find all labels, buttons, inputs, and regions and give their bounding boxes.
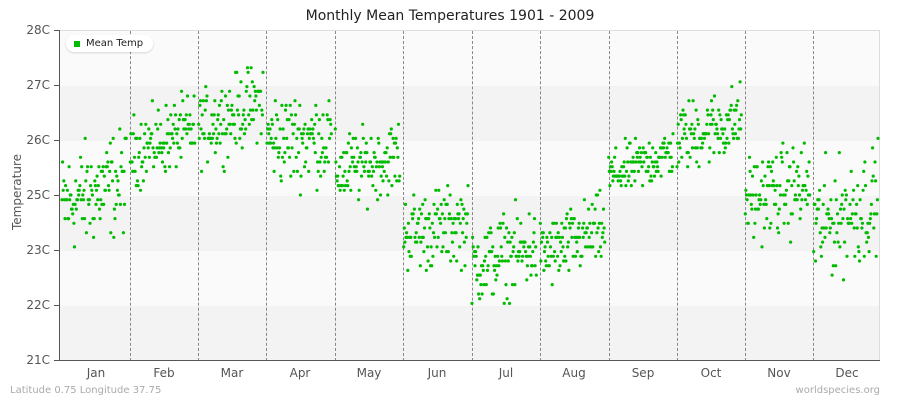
x-tick-label: Jul bbox=[498, 366, 514, 380]
month-divider bbox=[472, 31, 473, 361]
month-divider bbox=[677, 31, 678, 361]
month-divider bbox=[266, 31, 267, 361]
y-tick-label: 28C bbox=[26, 23, 50, 37]
x-tick-label: Mar bbox=[220, 366, 244, 380]
x-tick-label: Aug bbox=[562, 366, 586, 380]
month-divider bbox=[609, 31, 610, 361]
chart-title: Monthly Mean Temperatures 1901 - 2009 bbox=[305, 8, 595, 24]
y-tick-label: 22C bbox=[26, 298, 50, 312]
x-tick-label: Apr bbox=[289, 366, 311, 380]
y-tick bbox=[54, 195, 59, 196]
source-caption: worldspecies.org bbox=[795, 385, 880, 396]
y-tick bbox=[54, 140, 59, 141]
x-tick-label: Sep bbox=[631, 366, 655, 380]
x-tick-label: May bbox=[356, 366, 382, 380]
scatter-points bbox=[60, 66, 880, 305]
y-tick bbox=[54, 250, 59, 251]
grid-band bbox=[60, 306, 879, 361]
grid-band bbox=[60, 86, 879, 141]
x-tick-label: Oct bbox=[700, 366, 722, 380]
plot-area bbox=[60, 30, 880, 361]
month-divider bbox=[403, 31, 404, 361]
y-axis bbox=[59, 30, 60, 361]
y-tick-label: 25C bbox=[26, 188, 50, 202]
y-tick-label: 23C bbox=[26, 243, 50, 257]
month-divider bbox=[198, 31, 199, 361]
legend: Mean Temp bbox=[66, 35, 154, 52]
legend-swatch-icon bbox=[74, 40, 80, 47]
month-divider bbox=[540, 31, 541, 361]
month-divider bbox=[130, 31, 131, 361]
legend-label: Mean Temp bbox=[86, 38, 144, 49]
month-divider bbox=[335, 31, 336, 361]
y-tick bbox=[54, 360, 59, 361]
x-tick-label: Feb bbox=[153, 366, 175, 380]
x-tick-label: Dec bbox=[835, 366, 859, 380]
y-tick-label: 21C bbox=[26, 353, 50, 367]
y-tick bbox=[54, 30, 59, 31]
y-tick bbox=[54, 305, 59, 306]
y-tick-label: 26C bbox=[26, 133, 50, 147]
y-tick bbox=[54, 85, 59, 86]
location-caption: Latitude 0.75 Longitude 37.75 bbox=[10, 385, 162, 396]
month-divider bbox=[813, 31, 814, 361]
x-tick-label: Nov bbox=[767, 366, 791, 380]
y-tick-label: 27C bbox=[26, 78, 50, 92]
x-axis bbox=[59, 360, 880, 361]
grid-band bbox=[60, 196, 879, 251]
x-tick-label: Jan bbox=[86, 366, 106, 380]
x-tick-label: Jun bbox=[427, 366, 447, 380]
